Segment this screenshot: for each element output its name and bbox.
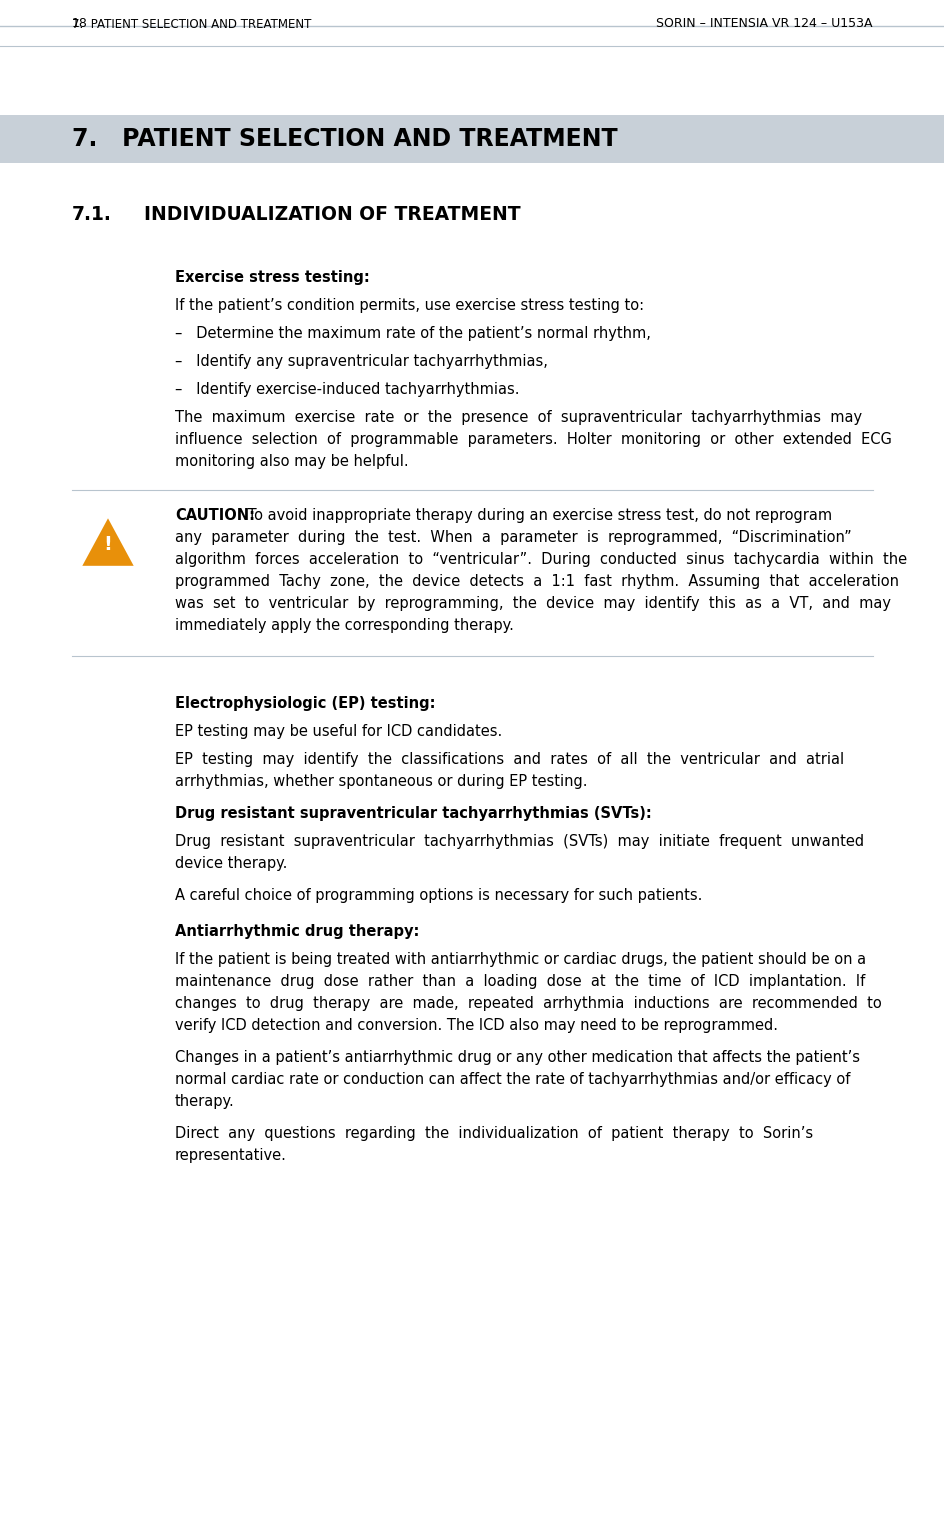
Text: A careful choice of programming options is necessary for such patients.: A careful choice of programming options … bbox=[175, 888, 701, 903]
Text: –   Identify exercise-induced tachyarrhythmias.: – Identify exercise-induced tachyarrhyth… bbox=[175, 382, 519, 397]
Text: influence  selection  of  programmable  parameters.  Holter  monitoring  or  oth: influence selection of programmable para… bbox=[175, 432, 891, 448]
Text: –   Determine the maximum rate of the patient’s normal rhythm,: – Determine the maximum rate of the pati… bbox=[175, 327, 650, 340]
Text: any  parameter  during  the  test.  When  a  parameter  is  reprogrammed,  “Disc: any parameter during the test. When a pa… bbox=[175, 530, 851, 546]
Text: 7.  PATIENT SELECTION AND TREATMENT: 7. PATIENT SELECTION AND TREATMENT bbox=[72, 18, 311, 31]
Text: Direct  any  questions  regarding  the  individualization  of  patient  therapy : Direct any questions regarding the indiv… bbox=[175, 1127, 812, 1141]
Text: immediately apply the corresponding therapy.: immediately apply the corresponding ther… bbox=[175, 618, 514, 633]
Text: algorithm  forces  acceleration  to  “ventricular”.  During  conducted  sinus  t: algorithm forces acceleration to “ventri… bbox=[175, 552, 906, 567]
Text: INDIVIDUALIZATION OF TREATMENT: INDIVIDUALIZATION OF TREATMENT bbox=[143, 205, 520, 224]
Text: To avoid inappropriate therapy during an exercise stress test, do not reprogram: To avoid inappropriate therapy during an… bbox=[243, 507, 832, 523]
Text: CAUTION:: CAUTION: bbox=[175, 507, 255, 523]
Text: programmed  Tachy  zone,  the  device  detects  a  1:1  fast  rhythm.  Assuming : programmed Tachy zone, the device detect… bbox=[175, 573, 898, 589]
Text: If the patient is being treated with antiarrhythmic or cardiac drugs, the patien: If the patient is being treated with ant… bbox=[175, 952, 866, 967]
Text: Drug  resistant  supraventricular  tachyarrhythmias  (SVTs)  may  initiate  freq: Drug resistant supraventricular tachyarr… bbox=[175, 834, 863, 849]
Text: verify ICD detection and conversion. The ICD also may need to be reprogrammed.: verify ICD detection and conversion. The… bbox=[175, 1018, 777, 1033]
Text: monitoring also may be helpful.: monitoring also may be helpful. bbox=[175, 454, 408, 469]
Text: 7.   PATIENT SELECTION AND TREATMENT: 7. PATIENT SELECTION AND TREATMENT bbox=[72, 127, 617, 150]
Text: 18: 18 bbox=[72, 17, 88, 31]
FancyBboxPatch shape bbox=[0, 115, 944, 162]
Text: Drug resistant supraventricular tachyarrhythmias (SVTs):: Drug resistant supraventricular tachyarr… bbox=[175, 806, 651, 822]
Text: EP testing may be useful for ICD candidates.: EP testing may be useful for ICD candida… bbox=[175, 724, 501, 739]
Text: The  maximum  exercise  rate  or  the  presence  of  supraventricular  tachyarrh: The maximum exercise rate or the presenc… bbox=[175, 409, 861, 425]
Text: arrhythmias, whether spontaneous or during EP testing.: arrhythmias, whether spontaneous or duri… bbox=[175, 774, 587, 789]
Text: EP  testing  may  identify  the  classifications  and  rates  of  all  the  vent: EP testing may identify the classificati… bbox=[175, 753, 843, 766]
Text: normal cardiac rate or conduction can affect the rate of tachyarrhythmias and/or: normal cardiac rate or conduction can af… bbox=[175, 1072, 850, 1087]
Text: If the patient’s condition permits, use exercise stress testing to:: If the patient’s condition permits, use … bbox=[175, 297, 644, 313]
Text: 7.1.: 7.1. bbox=[72, 205, 111, 224]
Text: therapy.: therapy. bbox=[175, 1095, 234, 1108]
Text: SORIN – INTENSIA VR 124 – U153A: SORIN – INTENSIA VR 124 – U153A bbox=[656, 17, 872, 31]
Text: Changes in a patient’s antiarrhythmic drug or any other medication that affects : Changes in a patient’s antiarrhythmic dr… bbox=[175, 1050, 859, 1065]
Text: representative.: representative. bbox=[175, 1148, 287, 1164]
Text: Electrophysiologic (EP) testing:: Electrophysiologic (EP) testing: bbox=[175, 696, 435, 711]
Text: !: ! bbox=[104, 535, 112, 555]
Text: Antiarrhythmic drug therapy:: Antiarrhythmic drug therapy: bbox=[175, 924, 419, 940]
Text: maintenance  drug  dose  rather  than  a  loading  dose  at  the  time  of  ICD : maintenance drug dose rather than a load… bbox=[175, 973, 865, 989]
Text: –   Identify any supraventricular tachyarrhythmias,: – Identify any supraventricular tachyarr… bbox=[175, 354, 548, 369]
Text: changes  to  drug  therapy  are  made,  repeated  arrhythmia  inductions  are  r: changes to drug therapy are made, repeat… bbox=[175, 996, 881, 1010]
Text: device therapy.: device therapy. bbox=[175, 855, 287, 871]
Text: was  set  to  ventricular  by  reprogramming,  the  device  may  identify  this : was set to ventricular by reprogramming,… bbox=[175, 596, 890, 612]
Polygon shape bbox=[80, 515, 136, 567]
Text: Exercise stress testing:: Exercise stress testing: bbox=[175, 270, 369, 285]
